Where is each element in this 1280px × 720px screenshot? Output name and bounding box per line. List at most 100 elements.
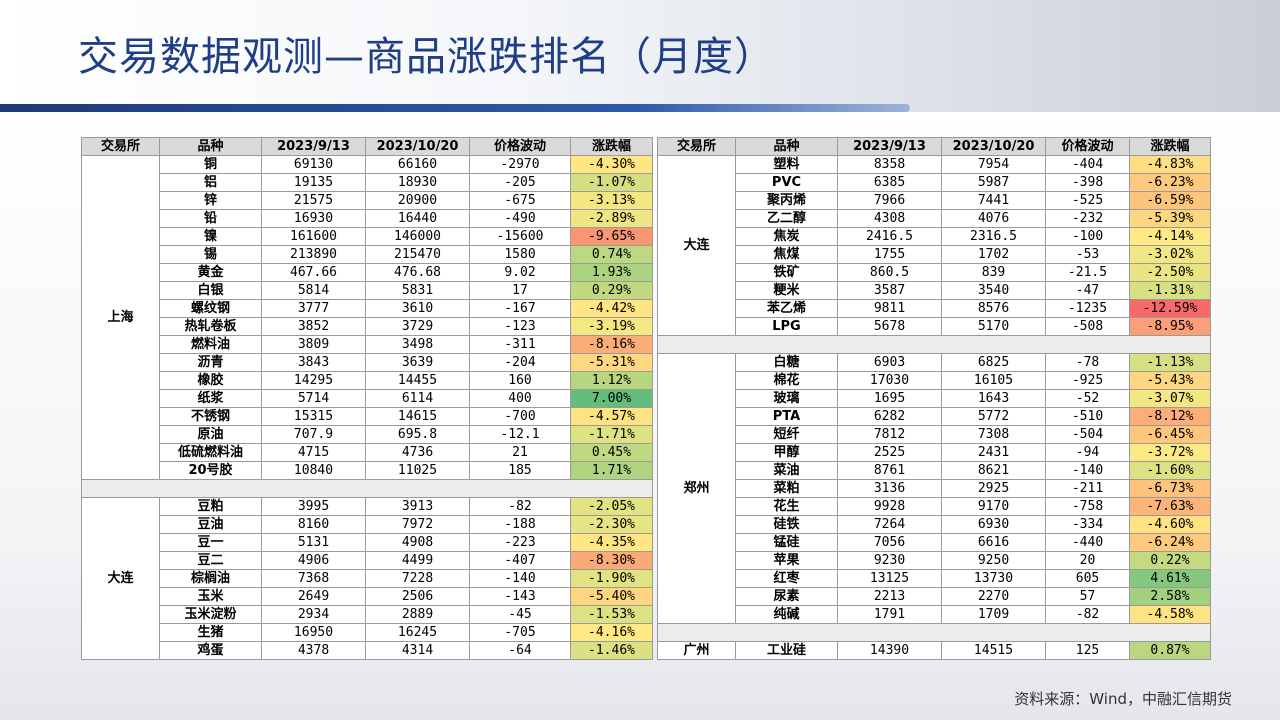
price-change-cell: -232 [1045,209,1130,228]
table-row: 鸡蛋 4378 4314 -64 -1.46% [82,641,653,660]
pct-change-cell: 1.71% [570,461,653,480]
table-row: 沥青 3843 3639 -204 -5.31% [82,353,653,372]
table-row: 广州 工业硅 14390 14515 125 0.87% [657,641,1211,660]
start-price-cell: 2416.5 [837,227,942,246]
price-change-cell: -758 [1045,497,1130,516]
commodity-name-cell: 热轧卷板 [159,317,262,336]
price-change-cell: -211 [1045,479,1130,498]
separator-row [81,479,653,498]
left-price-table: 交易所 品种 2023/9/13 2023/10/20 价格波动 涨跌幅 上海铜 69130… [81,137,653,660]
exchange-cell: 大连 [657,155,736,336]
end-price-cell: 695.8 [365,425,470,444]
price-change-cell: -78 [1045,353,1130,372]
start-price-cell: 69130 [261,155,366,174]
end-price-cell: 9170 [941,497,1046,516]
pct-change-cell: -1.31% [1129,281,1211,300]
price-change-cell: -205 [469,173,571,192]
right-header-cell: 价格波动 [1045,137,1130,156]
price-change-cell: -47 [1045,281,1130,300]
commodity-name-cell: 硅铁 [735,515,838,534]
table-row: 大连 塑料 8358 7954 -404 -4.83% [657,155,1211,336]
start-price-cell: 7812 [837,425,942,444]
start-price-cell: 9928 [837,497,942,516]
price-change-cell: 17 [469,281,571,300]
right-header-cell: 交易所 [657,137,736,156]
end-price-cell: 3610 [365,299,470,318]
table-row: 橡胶 14295 14455 160 1.12% [82,371,653,390]
pct-change-cell: -3.19% [570,317,653,336]
end-price-cell: 4076 [941,209,1046,228]
price-change-cell: -508 [1045,317,1130,336]
start-price-cell: 6385 [837,173,942,192]
end-price-cell: 16440 [365,209,470,228]
source-note: 资料来源：Wind，中融汇信期货 [1014,690,1232,708]
commodity-name-cell: 短纤 [735,425,838,444]
start-price-cell: 14390 [837,641,942,660]
end-price-cell: 2431 [941,443,1046,462]
pct-change-cell: -6.73% [1129,479,1211,498]
start-price-cell: 17030 [837,371,942,390]
price-change-cell: -123 [469,317,571,336]
table-row: 菜粕 3136 2925 -211 -6.73% [658,479,1211,498]
start-price-cell: 3843 [261,353,366,372]
start-price-cell: 4308 [837,209,942,228]
right-price-table: 交易所 品种 2023/9/13 2023/10/20 价格波动 涨跌幅 大连 塑料 8358… [657,137,1211,660]
price-change-cell: -510 [1045,407,1130,426]
price-change-cell: -188 [469,515,571,534]
pct-change-cell: -5.40% [570,587,653,606]
table-row: 铝 19135 18930 -205 -1.07% [82,173,653,192]
start-price-cell: 8761 [837,461,942,480]
commodity-name-cell: 红枣 [735,569,838,588]
commodity-name-cell: 生猪 [159,623,262,642]
right-header-cell: 涨跌幅 [1129,137,1211,156]
table-row: 铅 16930 16440 -490 -2.89% [82,209,653,228]
pct-change-cell: -3.02% [1129,245,1211,264]
pct-change-cell: -5.39% [1129,209,1211,228]
commodity-name-cell: PTA [735,407,838,426]
pct-change-cell: -1.53% [570,605,653,624]
price-change-cell: -143 [469,587,571,606]
price-change-cell: -404 [1045,155,1130,174]
table-row: 乙二醇 4308 4076 -232 -5.39% [658,209,1211,228]
commodity-name-cell: 橡胶 [159,371,262,390]
table-row: 红枣 13125 13730 605 4.61% [658,569,1211,588]
left-header-cell: 价格波动 [469,137,571,156]
end-price-cell: 4908 [365,533,470,552]
pct-change-cell: -3.13% [570,191,653,210]
end-price-cell: 13730 [941,569,1046,588]
table-row: 锡 213890 215470 1580 0.74% [82,245,653,264]
pct-change-cell: -4.60% [1129,515,1211,534]
header-accent-line [0,104,910,112]
price-change-cell: -311 [469,335,571,354]
end-price-cell: 6825 [941,353,1046,372]
commodity-name-cell: 菜油 [735,461,838,480]
end-price-cell: 4314 [365,641,470,660]
end-price-cell: 1702 [941,245,1046,264]
pct-change-cell: -3.07% [1129,389,1211,408]
exchange-cell: 大连 [81,497,160,660]
pct-change-cell: -1.90% [570,569,653,588]
commodity-name-cell: 乙二醇 [735,209,838,228]
start-price-cell: 1791 [837,605,942,624]
start-price-cell: 4378 [261,641,366,660]
start-price-cell: 3852 [261,317,366,336]
pct-change-cell: -5.43% [1129,371,1211,390]
price-change-cell: 185 [469,461,571,480]
table-row: 20号胶 10840 11025 185 1.71% [82,461,653,480]
commodity-name-cell: 甲醇 [735,443,838,462]
start-price-cell: 14295 [261,371,366,390]
page-title: 交易数据观测—商品涨跌排名（月度） [78,34,775,80]
separator-cell [81,479,653,498]
pct-change-cell: -8.95% [1129,317,1211,336]
price-change-cell: -140 [469,569,571,588]
commodity-name-cell: 螺纹钢 [159,299,262,318]
price-change-cell: -223 [469,533,571,552]
table-row: 锰硅 7056 6616 -440 -6.24% [658,533,1211,552]
table-row: 玉米淀粉 2934 2889 -45 -1.53% [82,605,653,624]
commodity-name-cell: 镍 [159,227,262,246]
pct-change-cell: 0.45% [570,443,653,462]
separator-row [657,623,1211,642]
pct-change-cell: -2.05% [570,497,653,516]
pct-change-cell: -8.16% [570,335,653,354]
commodity-name-cell: 工业硅 [735,641,838,660]
